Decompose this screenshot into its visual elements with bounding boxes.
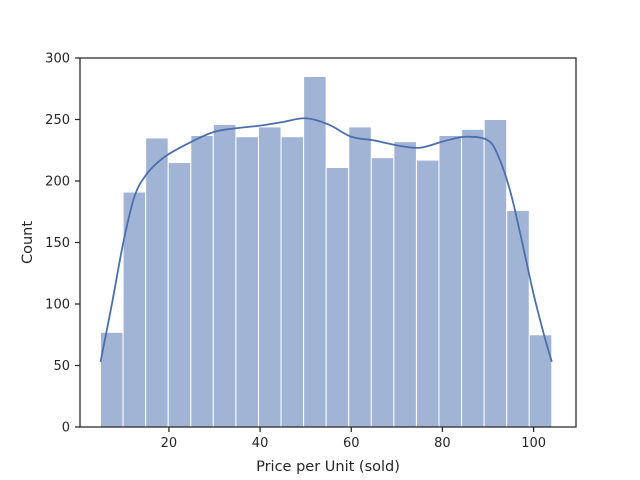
y-tick-label: 50 [53,359,70,374]
histogram-bar [415,159,440,428]
x-tick-label: 20 [161,436,178,451]
histogram-bar [280,136,305,428]
x-tick-label: 100 [521,436,546,451]
histogram-bar [167,162,192,428]
histogram-bar [190,134,214,428]
x-tick-label: 40 [252,436,269,451]
y-tick-label: 0 [62,421,70,436]
histogram-bar [235,136,259,428]
histogram-bar [145,137,169,428]
y-tick-label: 150 [45,236,70,251]
histogram-bar [212,123,237,428]
histogram-bar [348,126,372,428]
y-tick-label: 250 [45,113,70,128]
y-tick-label: 100 [45,298,70,313]
histogram-bars [100,75,553,428]
histogram-bar [325,166,350,428]
x-tick-label: 60 [343,436,360,451]
histogram-bar [483,119,508,428]
y-tick-label: 200 [45,175,70,190]
histogram-bar [506,210,530,428]
histogram-bar [438,134,463,428]
y-axis-ticks: 0 50 100 150 200 250 300 [45,52,80,436]
x-axis-label: Price per Unit (sold) [256,459,400,475]
histogram-bar [370,157,395,428]
y-tick-label: 300 [45,52,70,67]
histogram-bar [461,128,485,428]
kde-curve [99,117,553,363]
histogram-bar [257,126,282,428]
histogram-bar [303,75,327,428]
x-tick-label: 80 [434,436,451,451]
y-axis-label: Count [20,221,36,264]
histogram-bar [393,141,417,428]
x-axis-ticks: 20 40 60 80 100 [161,427,546,451]
